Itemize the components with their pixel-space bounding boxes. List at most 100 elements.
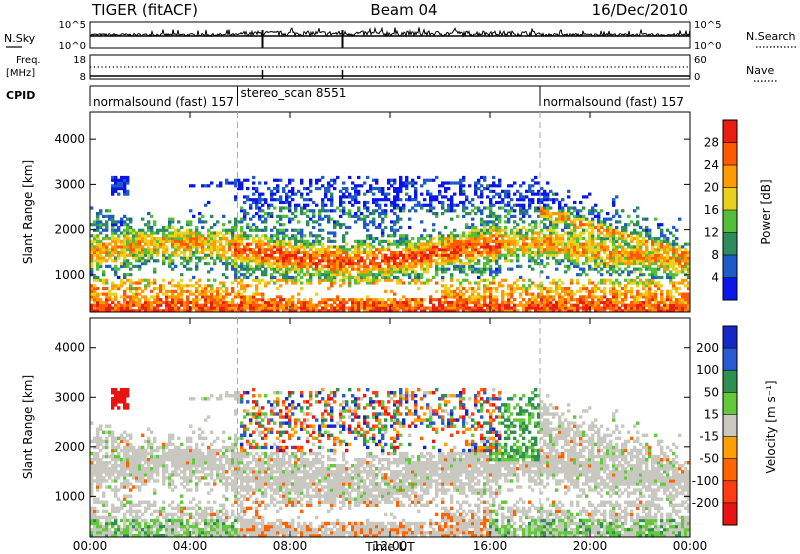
- power-cells-cell: [657, 225, 661, 230]
- power-cells-cell: [669, 259, 673, 263]
- power-cells-cell: [264, 212, 268, 216]
- power-cells-cell: [96, 220, 100, 224]
- power-cells-cell: [417, 300, 421, 305]
- power-cells-cell: [411, 242, 415, 246]
- power-cells-cell: [651, 270, 655, 274]
- power-cells-cell: [489, 298, 493, 302]
- power-cells-cell: [642, 264, 646, 268]
- power-cells-cell: [624, 303, 628, 307]
- power-cells-cell: [189, 250, 193, 255]
- power-cells-cell: [369, 281, 373, 285]
- power-cells-cell: [342, 262, 346, 266]
- power-cells-cell: [471, 306, 475, 310]
- power-cells-cell: [396, 187, 400, 191]
- power-cells-cell: [525, 250, 529, 255]
- power-cells-cell: [501, 200, 505, 205]
- power-cells-cell: [597, 300, 601, 305]
- power-cells-cell: [483, 278, 487, 282]
- power-cells-cell: [627, 303, 631, 307]
- power-cells-cell: [453, 289, 457, 293]
- power-cells-cell: [570, 239, 574, 243]
- power-cells-cell: [294, 275, 298, 280]
- power-cells-cell: [96, 278, 100, 282]
- power-cells-cell: [588, 278, 592, 282]
- power-cells-cell: [636, 245, 640, 249]
- power-cells-cell: [603, 259, 607, 263]
- power-cells-cell: [204, 303, 208, 307]
- power-cells-cell: [381, 212, 385, 216]
- power-cells-cell: [681, 309, 685, 313]
- power-cells-cell: [687, 292, 691, 296]
- power-cells-cell: [366, 267, 370, 271]
- power-cells-cell: [531, 256, 535, 260]
- vel-cells-cell: [93, 515, 97, 520]
- power-cells-cell: [456, 181, 460, 185]
- power-cells-cell: [252, 256, 256, 260]
- power-cells-cell: [597, 212, 601, 216]
- power-cells-cell: [369, 242, 373, 246]
- power-cells-cell: [459, 237, 463, 241]
- power-cells-cell: [537, 200, 541, 205]
- power-cells-cell: [276, 228, 280, 232]
- power-cells-cell: [561, 281, 565, 285]
- power-cells-cell: [684, 259, 688, 263]
- power-cells-cell: [588, 267, 592, 271]
- power-cells-cell: [291, 250, 295, 255]
- power-cells-cell: [297, 259, 301, 263]
- power-cells-cell: [453, 264, 457, 268]
- power-cells-cell: [327, 248, 331, 252]
- power-cells-cell: [456, 303, 460, 307]
- power-cells-cell: [417, 306, 421, 310]
- power-cells-cell: [537, 245, 541, 249]
- power-cells-cell: [474, 187, 478, 191]
- power-cells-cell: [477, 234, 481, 238]
- power-cells-cell: [105, 303, 109, 307]
- power-cells-cell: [534, 259, 538, 263]
- power-cells-cell: [486, 289, 490, 293]
- power-cells-cell: [654, 242, 658, 246]
- power-cells-cell: [582, 214, 586, 218]
- power-cells-cell: [150, 250, 154, 255]
- power-cells-cell: [381, 234, 385, 238]
- power-cells-cell: [243, 287, 247, 291]
- power-cells-cell: [675, 273, 679, 277]
- power-cells-cell: [426, 245, 430, 249]
- power-cells-cell: [171, 217, 175, 221]
- power-cells-cell: [147, 228, 151, 232]
- power-cells-cell: [651, 303, 655, 307]
- power-cells-cell: [279, 298, 283, 302]
- power-cells-cell: [663, 300, 667, 305]
- power-cells-cell: [510, 259, 514, 263]
- power-cells-cell: [156, 253, 160, 257]
- power-cells-cell: [288, 242, 292, 246]
- power-cells-cell: [267, 264, 271, 268]
- power-cells-cell: [303, 248, 307, 252]
- power-cells-cell: [255, 292, 259, 296]
- power-cells-cell: [573, 206, 577, 210]
- power-cells-cell: [459, 306, 463, 310]
- power-cells-cell: [90, 287, 94, 291]
- power-cells-cell: [540, 259, 544, 263]
- power-cells-cell: [285, 200, 289, 205]
- power-cells-cell: [270, 250, 274, 255]
- power-cells-cell: [525, 289, 529, 293]
- power-cells-cell: [210, 225, 214, 230]
- power-cells-cell: [546, 237, 550, 241]
- power-cells-cell: [372, 303, 376, 307]
- power-cells-cell: [309, 184, 313, 188]
- power-cells-cell: [384, 259, 388, 263]
- power-cells-cell: [231, 298, 235, 302]
- power-cells-cell: [339, 273, 343, 277]
- power-cells-cell: [483, 234, 487, 238]
- power-cells-cell: [153, 242, 157, 246]
- power-cells-cell: [105, 209, 109, 213]
- power-cells-cell: [303, 298, 307, 302]
- power-cells-cell: [366, 278, 370, 282]
- power-cells-cell: [669, 256, 673, 260]
- power-cells-cell: [399, 281, 403, 285]
- power-cells-cell: [687, 256, 691, 260]
- power-cells-cell: [429, 242, 433, 246]
- power-cells-cell: [612, 295, 616, 299]
- power-cells-cell: [426, 267, 430, 271]
- power-cells-cell: [99, 292, 103, 296]
